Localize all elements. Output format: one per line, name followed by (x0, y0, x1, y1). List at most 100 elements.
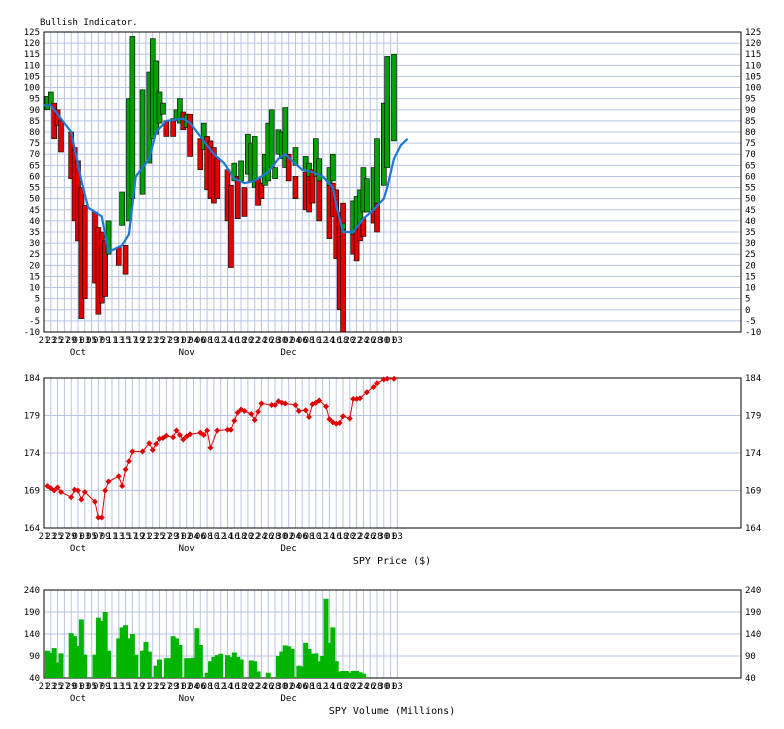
x-tick-label: 21 (39, 532, 50, 542)
bull-bar (313, 138, 319, 177)
y-tick-label-right: 10 (745, 284, 756, 294)
x-tick-label: 08 (202, 336, 213, 346)
price-point (163, 432, 170, 439)
y-tick-label-left: 20 (29, 261, 40, 271)
x-tick-label: 06 (195, 336, 206, 346)
x-tick-label: 01 (73, 682, 84, 692)
x-tick-label: 24 (358, 532, 369, 542)
volume-bar (92, 654, 98, 678)
x-tick-label: 02 (181, 682, 192, 692)
x-tick-label: 27 (161, 682, 172, 692)
y-tick-label-right: 179 (745, 412, 761, 422)
y-tick-label-right: 240 (745, 586, 761, 596)
volume-bar (106, 650, 112, 678)
volume-bar (68, 633, 74, 678)
x-tick-label: 26 (263, 336, 274, 346)
price-point (346, 415, 353, 422)
x-tick-label: 07 (93, 532, 104, 542)
x-tick-label: 01 (73, 532, 84, 542)
x-tick-label: 04 (188, 336, 199, 346)
price-point (251, 417, 258, 423)
volume-bar (99, 620, 105, 678)
bull-bar (160, 102, 166, 115)
y-tick-label-right: 140 (745, 630, 761, 640)
volume-bar (286, 646, 292, 678)
volume-bar (343, 670, 349, 678)
volume-bar (116, 638, 122, 678)
price-point (95, 514, 102, 521)
y-tick-label-left: 75 (29, 139, 40, 149)
price-point (248, 411, 255, 417)
x-tick-label: 26 (263, 532, 274, 542)
price-point (384, 375, 391, 382)
x-tick-label: 06 (297, 532, 308, 542)
bull-bar (316, 158, 323, 182)
x-tick-label: 29 (168, 682, 179, 692)
y-tick-label-left: 140 (24, 630, 40, 640)
price-point (272, 402, 279, 408)
price-point (302, 407, 309, 414)
x-tick-label: 27 (59, 682, 70, 692)
x-tick-label: 29 (168, 532, 179, 542)
x-tick-label: 16 (229, 682, 240, 692)
x-tick-label: 18 (236, 682, 247, 692)
x-tick-label: 02 (283, 682, 294, 692)
x-tick-label: 17 (127, 682, 138, 692)
x-tick-label: 09 (100, 532, 111, 542)
x-tick-label: 12 (317, 682, 328, 692)
price-point (187, 431, 194, 438)
x-tick-label: 30 (378, 336, 389, 346)
volume-bar (354, 670, 360, 678)
volume-bar (340, 670, 346, 678)
x-tick-label: 18 (338, 336, 349, 346)
volume-bar (163, 658, 169, 678)
x-tick-label: 14 (222, 532, 233, 542)
volume-bar (197, 645, 203, 678)
x-tick-label: 06 (297, 336, 308, 346)
volume-bar (330, 627, 336, 678)
x-tick-label: 30 (378, 682, 389, 692)
volume-bar (333, 661, 339, 678)
volume-bar (347, 672, 353, 678)
plot-border-0 (43, 31, 742, 333)
price-point (81, 489, 88, 495)
price-point (91, 498, 98, 505)
bull-bar (282, 107, 289, 168)
x-tick-label: 17 (127, 532, 138, 542)
y-tick-label-right: 65 (745, 161, 756, 171)
plot-border-2 (43, 589, 742, 679)
bear-bar (197, 138, 204, 171)
x-tick-label: 21 (141, 532, 152, 542)
x-tick-label: 20 (242, 532, 253, 542)
volume-bar (143, 641, 149, 678)
chart-title: Bullish Indicator. (40, 18, 138, 28)
bear-bar (58, 120, 64, 153)
x-tick-label: 30 (276, 682, 287, 692)
x-tick-label: 26 (365, 682, 376, 692)
y-tick-label-left: 55 (29, 184, 40, 194)
volume-bar (350, 670, 356, 678)
volume-bar (337, 671, 343, 678)
x-tick-label: 22 (249, 682, 260, 692)
x-tick-label: 04 (290, 532, 301, 542)
x-tick-label: 23 (147, 682, 158, 692)
x-tick-label: 03 (79, 532, 90, 542)
x-tick-label: 05 (86, 532, 97, 542)
x-tick-label: 28 (372, 682, 383, 692)
x-tick-label: 18 (236, 336, 247, 346)
bull-bar (268, 109, 275, 168)
volume-bar (184, 658, 190, 678)
price-point (340, 413, 347, 420)
x-tick-label: 04 (188, 532, 199, 542)
volume-bar (255, 671, 261, 678)
x-tick-label: 30 (378, 532, 389, 542)
x-tick-label: 21 (141, 336, 152, 346)
price-point (316, 397, 323, 404)
indicator-line (44, 104, 409, 254)
y-tick-label-left: -5 (29, 317, 40, 327)
x-tick-label: 22 (249, 532, 260, 542)
volume-bar (326, 642, 332, 678)
bear-bar (234, 176, 241, 219)
bull-bar (391, 53, 397, 142)
y-tick-label-left: 174 (24, 449, 40, 459)
